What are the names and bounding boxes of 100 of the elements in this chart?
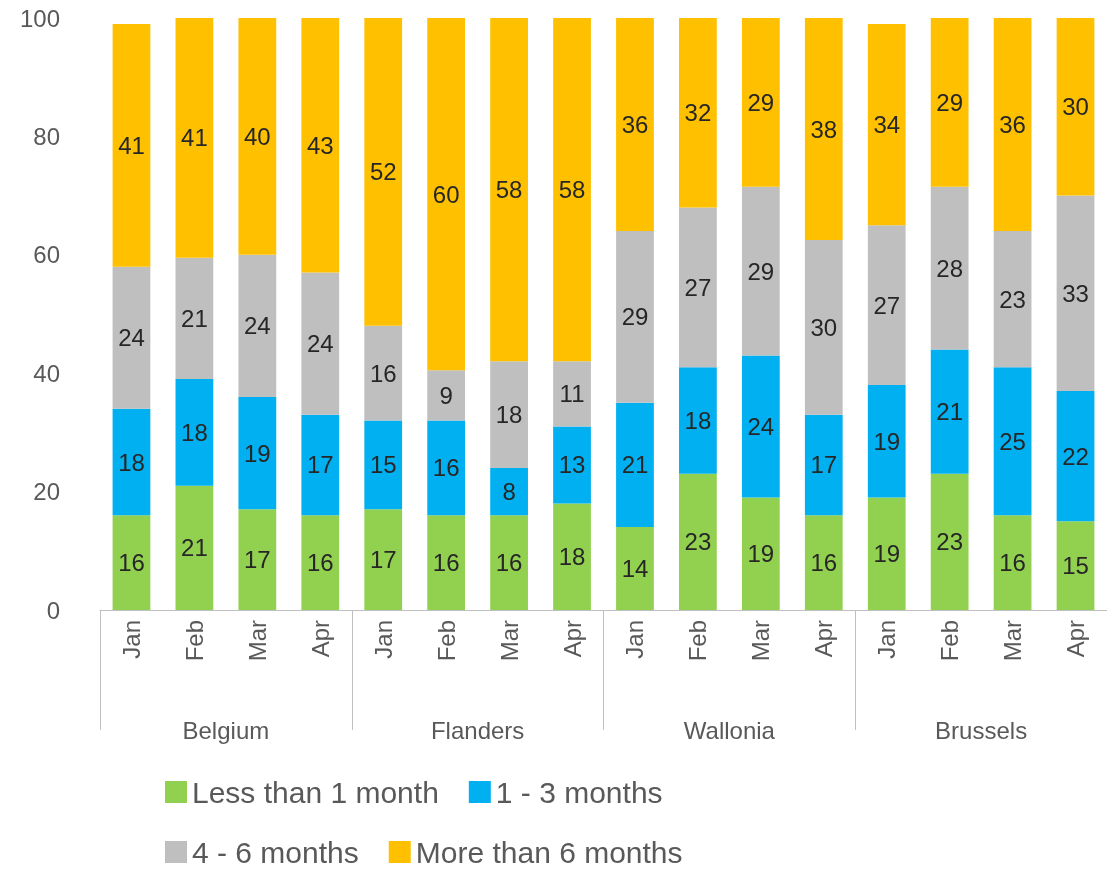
bar	[175, 257, 214, 380]
y-tick-label: 0	[46, 596, 60, 624]
x-tick-label: Jan	[873, 620, 901, 659]
y-tick-label: 60	[33, 241, 60, 269]
bar	[741, 355, 780, 498]
x-tick-label: Feb	[432, 620, 460, 662]
text: Brussels	[935, 716, 1028, 744]
bar	[867, 385, 906, 498]
data-label: 16	[810, 549, 838, 577]
data-label: 16	[432, 454, 460, 482]
bar	[867, 497, 906, 610]
data-label: 40	[243, 122, 271, 150]
bar	[616, 18, 654, 232]
data-label: 16	[369, 359, 397, 387]
legend-label: More than 6 months	[415, 835, 683, 869]
y-tick-label: 40	[33, 359, 60, 387]
y-tick-label: 20	[33, 478, 60, 506]
bar	[1056, 521, 1095, 610]
data-label: 27	[684, 273, 712, 301]
bar	[1056, 195, 1095, 391]
data-label: 8	[502, 478, 516, 506]
data-label: 16	[999, 549, 1026, 577]
data-label: 21	[621, 451, 649, 479]
bar	[1056, 18, 1095, 196]
data-label: 38	[810, 115, 838, 143]
legend-label: Less than 1 month	[192, 775, 439, 809]
data-label: 17	[306, 451, 334, 479]
x-tick-label: Feb	[936, 620, 964, 662]
data-label: 11	[559, 380, 585, 408]
data-label: 29	[621, 303, 649, 331]
bar	[301, 18, 340, 273]
bar	[364, 325, 403, 421]
data-label: 17	[810, 451, 838, 479]
bar	[490, 18, 528, 362]
data-label: 58	[495, 176, 523, 204]
bar	[804, 240, 843, 415]
bar	[175, 485, 214, 610]
data-label: 13	[558, 451, 586, 479]
data-label: 21	[181, 534, 208, 562]
bar	[741, 186, 780, 356]
bar	[930, 473, 969, 610]
bar	[301, 515, 340, 610]
bar	[993, 231, 1032, 368]
x-tick-label: Apr	[810, 620, 838, 658]
data-label: 32	[684, 99, 712, 127]
data-label: 41	[181, 124, 208, 152]
bar	[427, 420, 466, 516]
data-label: 60	[432, 180, 460, 208]
data-label: 18	[684, 407, 712, 435]
x-tick-label: Mar	[243, 620, 271, 662]
x-tick-label: Mar	[999, 620, 1027, 662]
bar	[490, 467, 528, 516]
bar	[553, 361, 591, 427]
bar	[804, 18, 843, 240]
bar	[679, 207, 717, 368]
bar	[616, 402, 654, 528]
data-label: 17	[243, 546, 271, 574]
data-label: 34	[873, 111, 901, 139]
data-label: 36	[621, 111, 649, 139]
data-label: 18	[495, 401, 523, 429]
data-label: 43	[306, 131, 334, 159]
bar	[804, 414, 843, 516]
bar	[553, 503, 591, 610]
bar	[993, 367, 1032, 516]
data-label: 29	[936, 88, 964, 116]
x-tick-label: Mar	[495, 620, 523, 662]
bar	[741, 18, 780, 187]
bar	[616, 231, 654, 403]
bar	[364, 509, 403, 610]
legend-label: 4 - 6 months	[192, 835, 359, 869]
bar	[238, 509, 277, 610]
data-label: 28	[936, 254, 964, 282]
data-label: 15	[369, 451, 397, 479]
data-label: 16	[495, 549, 523, 577]
bar	[553, 18, 591, 362]
text: Flanders	[430, 716, 525, 744]
text: Belgium	[182, 716, 270, 744]
data-label: 22	[1062, 442, 1089, 470]
bar	[301, 272, 340, 415]
data-label: 17	[369, 546, 397, 574]
data-label: 19	[243, 439, 271, 467]
bar	[993, 515, 1032, 610]
bar	[427, 370, 466, 421]
bar	[679, 367, 717, 474]
data-label: 21	[181, 304, 208, 332]
bar	[490, 361, 528, 468]
bar	[679, 18, 717, 208]
x-tick-label: Jan	[117, 620, 145, 659]
data-label: 29	[747, 257, 775, 285]
data-label: 30	[810, 313, 838, 341]
data-label: 19	[873, 427, 901, 455]
data-label: 16	[432, 549, 460, 577]
bar	[993, 18, 1032, 232]
x-tick-label: Apr	[558, 620, 586, 658]
data-label: 24	[747, 412, 775, 440]
x-tick-label: Jan	[621, 620, 649, 659]
data-label: 15	[1062, 552, 1089, 580]
x-tick-label: Feb	[180, 620, 208, 662]
bar	[175, 18, 214, 258]
bar	[553, 426, 591, 504]
